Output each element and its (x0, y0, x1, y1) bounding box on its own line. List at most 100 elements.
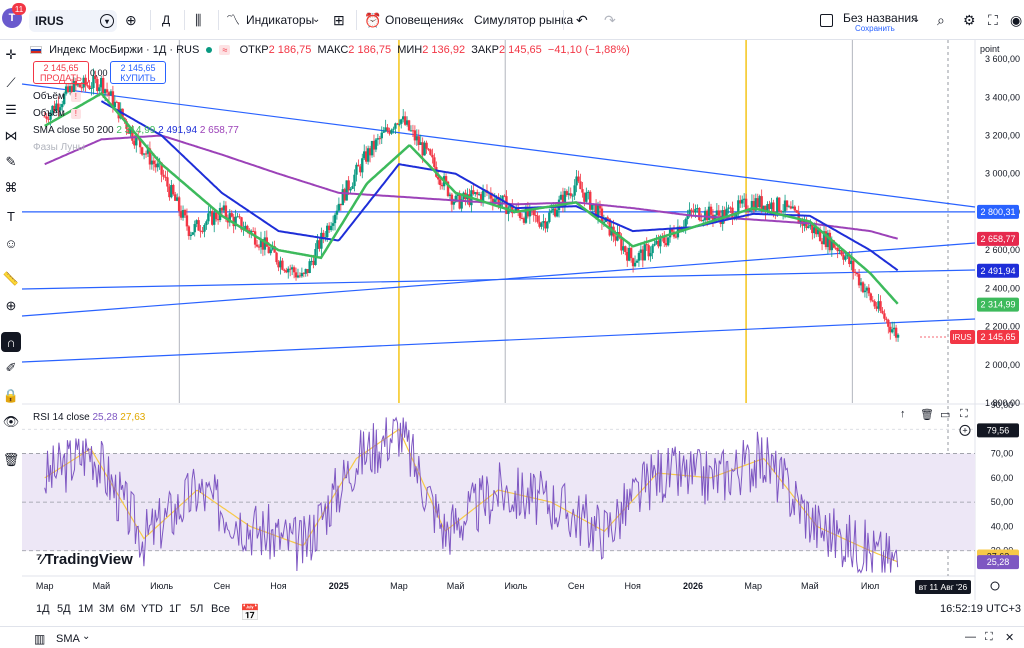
interval-button[interactable]: Д (162, 13, 171, 27)
indicator-icon[interactable]: ▥ (34, 632, 46, 646)
symbol-search[interactable]: IRUS ▾ (29, 10, 117, 32)
candle-body (403, 116, 407, 125)
range-7[interactable]: 5Л (190, 603, 204, 615)
layout-checkbox-icon[interactable] (820, 14, 833, 27)
candle-body (138, 138, 142, 148)
candle-body (96, 78, 99, 92)
candle-body (518, 211, 522, 218)
replay-button[interactable]: Симулятор рынка (474, 13, 574, 27)
range-1[interactable]: 5Д (57, 603, 71, 615)
candle-body (372, 140, 376, 150)
candle-body (374, 139, 378, 150)
search-icon[interactable]: ⌕ (937, 12, 945, 28)
chevron-down-icon[interactable]: ⌄ (912, 14, 921, 25)
text-icon[interactable]: T (7, 208, 15, 224)
indicators-icon[interactable]: 〽 (226, 12, 240, 28)
candle-body (179, 211, 183, 218)
brush-icon[interactable]: ✎ (5, 154, 17, 169)
candle-body (166, 177, 169, 187)
crosshair-icon[interactable]: ✛ (5, 47, 17, 62)
candle-body (355, 164, 358, 175)
candle-body (43, 116, 46, 118)
rsi-legend[interactable]: RSI 14 close 25,28 27,63 (33, 412, 145, 423)
delete-pane-icon[interactable]: 🗑 (920, 409, 934, 421)
forecast-icon[interactable]: ⌘ (4, 180, 18, 195)
high-value: 2 186,75 (348, 44, 392, 56)
volume-legend[interactable]: Объём! (33, 108, 81, 119)
alert-icon[interactable]: ⏰ (364, 12, 382, 28)
compare-icon[interactable]: ≈ (219, 45, 231, 55)
time-tick-label: Ноя (270, 581, 287, 591)
candle-body (45, 116, 48, 119)
candle-body (177, 197, 181, 212)
symbol-menu-icon[interactable]: ▾ (100, 14, 114, 28)
chevron-down-icon[interactable]: ⌄ (312, 14, 321, 25)
indicator-name[interactable]: SMA (56, 633, 80, 645)
camera-icon[interactable]: ◉ (1010, 12, 1023, 28)
candles-icon[interactable]: ⫼ (195, 12, 202, 28)
minimize-icon[interactable]: — (965, 631, 976, 643)
move-up-icon[interactable]: ↑ (900, 408, 906, 420)
candle-body (398, 123, 401, 125)
buy-button[interactable]: 2 145,65 КУПИТЬ (110, 61, 166, 84)
range-2[interactable]: 1М (78, 603, 94, 615)
ruler-icon[interactable]: 📏 (2, 271, 20, 286)
range-8[interactable]: Все (211, 603, 230, 615)
candle-body (148, 148, 152, 165)
maximize-icon[interactable]: ⛶ (985, 631, 993, 643)
stay-drawing-icon[interactable]: ✐ (5, 360, 17, 375)
alerts-button[interactable]: Оповещения (385, 13, 457, 27)
candle-body (883, 313, 886, 319)
range-0[interactable]: 1Д (36, 603, 50, 615)
candle-body (744, 198, 748, 211)
add-symbol-icon[interactable]: ⊕ (125, 12, 137, 28)
candle-body (90, 87, 93, 89)
eye-icon[interactable]: 👁 (2, 414, 20, 429)
lock-icon[interactable]: 🔒 (2, 388, 20, 403)
fullscreen-icon[interactable]: ⛶ (988, 12, 998, 28)
trash-icon[interactable]: 🗑 (2, 452, 20, 467)
candle-body (573, 185, 576, 196)
sma-legend[interactable]: SMA close 50 200 2 314,99 2 491,94 2 658… (33, 125, 239, 136)
candle-body (423, 142, 426, 156)
layout-save-link[interactable]: Сохранить (855, 24, 895, 33)
redo-icon[interactable]: ↷ (604, 12, 616, 28)
trend-line-icon[interactable]: ⟋ (6, 75, 16, 90)
candle-body (840, 250, 843, 255)
maximize-icon[interactable]: ⛶ (960, 408, 968, 420)
price-badge (977, 263, 1019, 278)
sell-button[interactable]: 2 145,65 ПРОДАТЬ (33, 61, 89, 84)
emoji-icon[interactable]: ☺ (4, 235, 18, 251)
pattern-icon[interactable]: ⋈ (4, 128, 18, 143)
volume-legend[interactable]: Объём! (33, 91, 81, 102)
faded-legend[interactable]: Фазы Луны (33, 142, 85, 153)
fib-icon[interactable]: ☰ (5, 102, 17, 117)
templates-icon[interactable]: ⊞ (333, 12, 345, 28)
add-alert-plus: + (962, 425, 967, 435)
candle-body (446, 181, 450, 197)
settings-icon[interactable]: ⚙ (963, 12, 976, 28)
replay-icon[interactable]: « (456, 12, 464, 28)
chevron-down-icon[interactable]: ⌄ (82, 631, 91, 642)
close-icon[interactable]: ✕ (1005, 632, 1015, 644)
collapse-icon[interactable]: ▭ (940, 409, 951, 421)
warning-icon[interactable]: ! (70, 92, 81, 102)
candle-body (505, 196, 508, 214)
bottom-bar: ▥ SMA ⌄ — ⛶ ✕ (0, 626, 1024, 648)
range-3[interactable]: 3М (99, 603, 115, 615)
range-4[interactable]: 6М (120, 603, 136, 615)
range-5[interactable]: YTD (141, 603, 163, 615)
warning-icon[interactable]: ! (70, 109, 81, 119)
layout-name[interactable]: Без названия (843, 11, 918, 25)
candle-body (577, 176, 580, 182)
candle-body (191, 232, 194, 235)
indicators-button[interactable]: Индикаторы (246, 13, 315, 27)
rsi-pane (22, 416, 975, 574)
undo-icon[interactable]: ↶ (576, 12, 588, 28)
range-6[interactable]: 1Г (169, 603, 182, 615)
magnet-icon[interactable]: ∩ (1, 332, 21, 352)
date-range-icon[interactable]: 📅 (240, 605, 260, 622)
zoom-icon[interactable]: ⊕ (5, 298, 17, 313)
time-tick-label: Май (801, 581, 819, 591)
